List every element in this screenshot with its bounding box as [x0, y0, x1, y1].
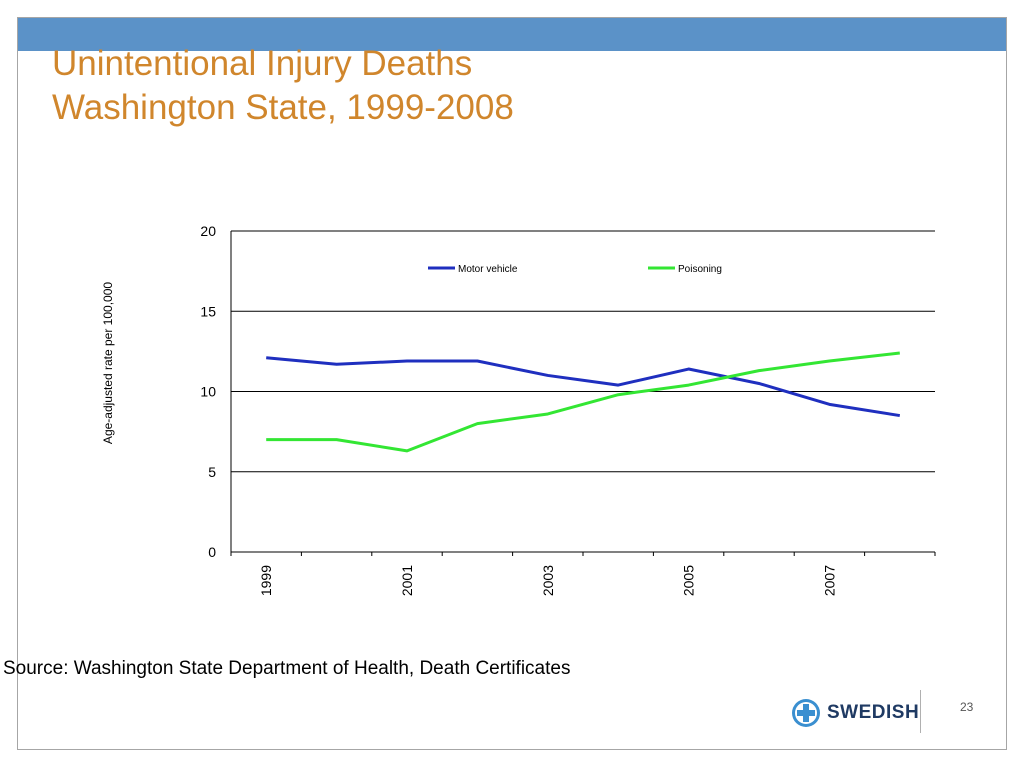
y-tick-label: 10 [200, 384, 216, 400]
logo-wordmark: SWEDISH [827, 702, 920, 723]
slide-top-bar [18, 18, 1006, 51]
slide-frame [17, 17, 1007, 750]
swedish-cross-icon [792, 699, 820, 727]
page-number: 23 [960, 700, 974, 714]
swedish-logo: SWEDISH [791, 696, 919, 730]
legend-label: Poisoning [678, 264, 722, 275]
slide-title: Unintentional Injury Deaths Washington S… [52, 42, 752, 130]
title-line-1: Unintentional Injury Deaths [52, 44, 473, 83]
series-line-motor-vehicle [266, 356, 901, 418]
x-tick-label: 2005 [681, 565, 697, 596]
legend-label: Motor vehicle [458, 264, 518, 275]
y-tick-label: 15 [200, 303, 216, 319]
series-line-poisoning [266, 351, 900, 453]
footer-divider [920, 690, 921, 733]
x-tick-label: 2007 [821, 565, 837, 596]
x-tick-label: 2001 [399, 565, 415, 596]
source-note: Source: Washington State Department of H… [3, 658, 571, 679]
line-chart: 0 5 10 15 20 1999 2001 2003 2005 2007 Motor vehic… [101, 223, 936, 596]
x-tick-label: 1999 [258, 565, 274, 596]
y-axis-label: Age-adjusted rate per 100,000 [101, 282, 115, 444]
y-tick-label: 5 [208, 464, 216, 480]
title-line-2: Washington State, 1999-2008 [52, 88, 514, 127]
y-tick-label: 20 [200, 223, 216, 239]
x-tick-label: 2003 [540, 565, 556, 596]
y-tick-label: 0 [208, 544, 216, 560]
